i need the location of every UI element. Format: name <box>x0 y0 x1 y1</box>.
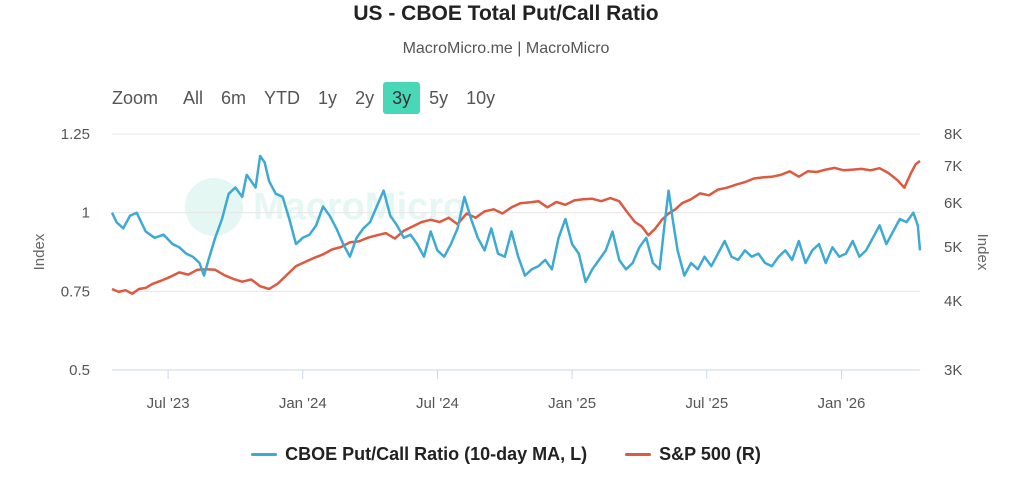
put-call-ratio-line <box>110 154 922 284</box>
y-right-tick-label: 5K <box>944 239 962 256</box>
y-right-tick-label: 3K <box>944 362 962 379</box>
legend-item-put-call[interactable]: CBOE Put/Call Ratio (10-day MA, L) <box>251 444 587 465</box>
y-left-tick-label: 0.75 <box>61 283 90 300</box>
y-left-tick-label: 1.25 <box>61 126 90 143</box>
y-left-tick-label: 0.5 <box>69 362 90 379</box>
y-left-axis-title: Index <box>31 233 48 270</box>
x-tick-label: Jul '24 <box>416 395 459 412</box>
x-tick-label: Jul '25 <box>685 395 728 412</box>
range-selector: Zoom All 6m YTD 1y 2y 3y 5y 10y <box>108 82 504 114</box>
legend-item-sp500[interactable]: S&P 500 (R) <box>625 444 761 465</box>
x-tick-label: Jul '23 <box>147 395 190 412</box>
sp500-line <box>111 160 921 295</box>
y-right-tick-label: 8K <box>944 126 962 143</box>
legend: CBOE Put/Call Ratio (10-day MA, L) S&P 5… <box>0 444 1012 465</box>
legend-label-sp500: S&P 500 (R) <box>659 444 761 464</box>
range-button-5y[interactable]: 5y <box>429 88 449 108</box>
x-tick-label: Jan '25 <box>548 395 596 412</box>
chart-plot: 0.5 0.75 1 1.25 3K 4K 5K 6K 7K 8K Jul '23 Jan '24 Ju… <box>31 126 991 412</box>
chart-title: US - CBOE Total Put/Call Ratio <box>353 2 659 25</box>
legend-swatch-sp500 <box>625 453 652 456</box>
range-button-all[interactable]: All <box>183 88 204 108</box>
y-left-tick-label: 1 <box>82 205 90 222</box>
x-tick-label: Jan '24 <box>279 395 327 412</box>
y-right-tick-label: 4K <box>944 293 962 310</box>
chart-subtitle: MacroMicro.me | MacroMicro <box>402 40 610 57</box>
y-right-axis-title: Index <box>974 234 991 271</box>
legend-label-put-call: CBOE Put/Call Ratio (10-day MA, L) <box>285 444 588 464</box>
range-button-6m[interactable]: 6m <box>221 88 247 108</box>
legend-swatch-put-call <box>251 453 278 456</box>
y-right-tick-label: 6K <box>944 195 962 212</box>
range-button-2y[interactable]: 2y <box>355 88 375 108</box>
x-tick-label: Jan '26 <box>817 395 865 412</box>
range-button-10y[interactable]: 10y <box>466 88 496 108</box>
macromicro-logo-icon <box>185 178 243 236</box>
range-button-3y[interactable]: 3y <box>383 82 421 114</box>
y-right-tick-label: 7K <box>944 158 962 175</box>
range-button-1y[interactable]: 1y <box>318 88 338 108</box>
range-button-ytd[interactable]: YTD <box>264 88 301 108</box>
zoom-label: Zoom <box>112 88 159 108</box>
